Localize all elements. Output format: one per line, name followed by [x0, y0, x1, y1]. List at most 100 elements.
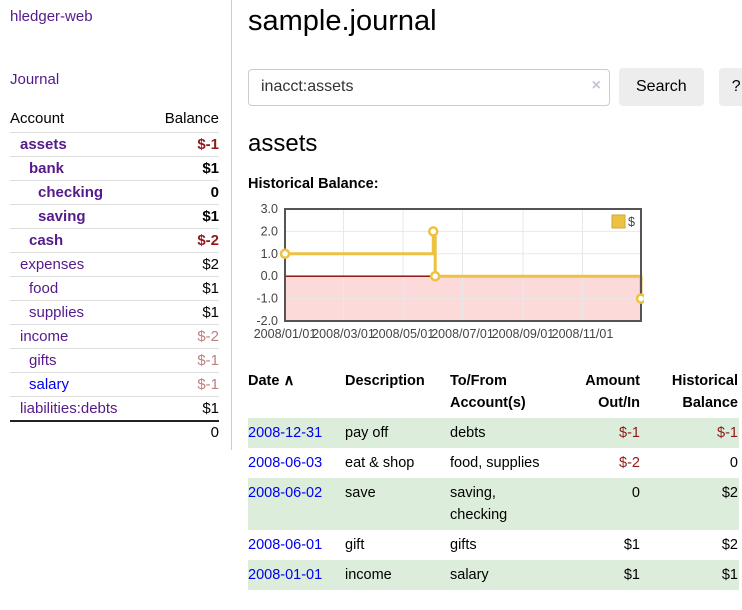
register-col-description: Description	[345, 373, 425, 389]
account-row: food $1	[10, 276, 219, 301]
account-row: saving $1	[10, 204, 219, 229]
search-button[interactable]: Search	[619, 68, 704, 106]
legend-swatch	[611, 214, 626, 229]
transaction-amount: $1	[623, 567, 640, 583]
accounts-col-balance: Balance	[164, 110, 219, 127]
account-balance: $-1	[148, 132, 219, 157]
account-row: bank $1	[10, 156, 219, 181]
account-balance: $-1	[148, 348, 219, 373]
transaction-date: 2008-06-01	[248, 530, 345, 560]
account-link[interactable]: expenses	[20, 256, 85, 273]
accounts-col-account: Account	[10, 110, 65, 127]
transaction-balance: 0	[729, 455, 738, 471]
transaction-date-link[interactable]: 2008-06-02	[248, 485, 323, 501]
x-axis-tick-label: 2008/09/01	[492, 327, 555, 341]
register-col-balance: Historical Balance	[671, 373, 738, 411]
transaction-accounts: gifts	[450, 537, 477, 553]
transaction-balance: $1	[721, 567, 738, 583]
transaction-accounts: salary	[450, 567, 489, 583]
account-link[interactable]: assets	[20, 136, 67, 153]
app-title-link[interactable]: hledger-web	[10, 8, 93, 25]
transaction-row: 2008-06-02 save saving, checking 0 $2	[248, 478, 739, 530]
account-row: gifts $-1	[10, 348, 219, 373]
transaction-description: income	[345, 567, 392, 583]
y-axis-tick-label: -2.0	[256, 314, 278, 328]
accounts-total-value: 0	[148, 420, 219, 444]
transaction-date-link[interactable]: 2008-12-31	[248, 425, 323, 441]
account-row: income $-2	[10, 324, 219, 349]
accounts-header-row: Account Balance	[10, 107, 219, 133]
historical-balance-chart[interactable]: 3.0 2.0 1.0 0.0 -1.0 -2.0 2008/01/01 2008/03/01…	[248, 202, 742, 350]
register-col-amount: Amount Out/In	[585, 373, 640, 411]
transaction-row: 2008-01-01 income salary $1 $1	[248, 560, 739, 590]
accounts-table: Account Balance assets $-1 bank $1 checking 0…	[10, 107, 219, 444]
account-balance: $-1	[148, 372, 219, 397]
account-balance: $1	[148, 204, 219, 229]
x-axis-tick-label: 2008/01/01	[254, 327, 317, 341]
account-row: cash $-2	[10, 228, 219, 253]
account-link[interactable]: gifts	[29, 352, 57, 369]
account-balance: $1	[148, 300, 219, 325]
sort-asc-icon: ∧	[283, 372, 295, 389]
account-row: assets $-1	[10, 132, 219, 157]
account-row: expenses $2	[10, 252, 219, 277]
help-button[interactable]: ?	[718, 68, 742, 106]
register-table: Date ∧ Description To/From Account(s) Am…	[248, 368, 739, 590]
account-row: salary $-1	[10, 372, 219, 397]
search-input-wrap: ×	[248, 68, 610, 106]
account-link[interactable]: cash	[29, 232, 64, 249]
account-balance: $1	[148, 276, 219, 301]
transaction-date-link[interactable]: 2008-06-01	[248, 537, 323, 553]
account-balance: 0	[148, 180, 219, 205]
account-link[interactable]: saving	[38, 208, 86, 225]
transaction-accounts: saving, checking	[450, 485, 508, 523]
account-row: liabilities:debts $1	[10, 396, 219, 421]
date-header-label: Date	[248, 373, 280, 389]
y-axis-tick-label: 3.0	[261, 203, 278, 216]
main-content: sample.journal × Search ? assets Histori…	[232, 0, 742, 610]
chart-legend: $	[607, 212, 639, 231]
sidebar-item-journal[interactable]: Journal	[10, 71, 60, 88]
transaction-balance: $-1	[717, 425, 738, 441]
transaction-description: save	[345, 485, 376, 501]
transaction-row: 2008-12-31 pay off debts $-1 $-1	[248, 418, 739, 448]
transaction-balance: $2	[721, 537, 738, 553]
register-col-date[interactable]: Date ∧	[248, 368, 345, 418]
transaction-row: 2008-06-03 eat & shop food, supplies $-2 0	[248, 448, 739, 478]
account-balance: $1	[148, 156, 219, 181]
x-axis-tick-label: 2008/05/01	[372, 327, 435, 341]
page-title: sample.journal	[248, 5, 437, 37]
register-header-row: Date ∧ Description To/From Account(s) Am…	[248, 368, 739, 418]
register-col-accounts: To/From Account(s)	[450, 373, 526, 411]
accounts-total-row: 0	[10, 420, 219, 444]
transaction-description: pay off	[345, 425, 389, 441]
legend-label: $	[628, 215, 635, 229]
transaction-date: 2008-12-31	[248, 418, 345, 448]
account-link[interactable]: income	[20, 328, 69, 345]
y-axis-tick-label: -1.0	[256, 292, 278, 306]
account-balance: $-2	[148, 228, 219, 253]
account-link[interactable]: supplies	[29, 304, 85, 321]
transaction-row: 2008-06-01 gift gifts $1 $2	[248, 530, 739, 560]
transaction-date-link[interactable]: 2008-06-03	[248, 455, 323, 471]
transaction-accounts: food, supplies	[450, 455, 540, 471]
account-link[interactable]: bank	[29, 160, 65, 177]
chart-svg: 3.0 2.0 1.0 0.0 -1.0 -2.02008/01/012008/03/01…	[254, 202, 647, 341]
transaction-date: 2008-06-03	[248, 448, 345, 478]
account-link[interactable]: checking	[38, 184, 104, 201]
search-form: × Search ?	[248, 68, 742, 106]
chart-title: Historical Balance:	[248, 176, 379, 192]
search-input[interactable]	[248, 68, 610, 106]
transaction-amount: $-1	[619, 425, 640, 441]
account-balance: $1	[148, 396, 219, 421]
transaction-date-link[interactable]: 2008-01-01	[248, 567, 323, 583]
clear-search-icon[interactable]: ×	[591, 76, 601, 94]
account-link[interactable]: salary	[29, 376, 70, 393]
account-link[interactable]: food	[29, 280, 59, 297]
account-balance: $2	[148, 252, 219, 277]
account-row: supplies $1	[10, 300, 219, 325]
x-axis-tick-label: 2008/07/01	[431, 327, 494, 341]
transaction-amount: $1	[623, 537, 640, 553]
account-link[interactable]: liabilities:debts	[20, 400, 118, 417]
